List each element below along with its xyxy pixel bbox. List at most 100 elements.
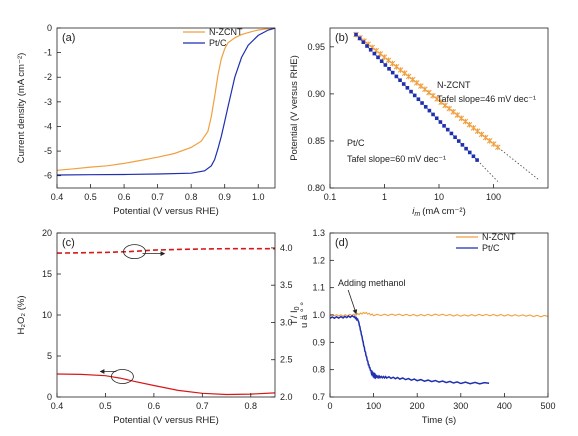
panel-d-x-ticks: 0 100 200 300 400 500 <box>327 393 556 411</box>
y-tick-label: 1.0 <box>312 310 325 320</box>
x-tick-label: 400 <box>497 401 512 411</box>
series-line-ptc <box>56 27 276 176</box>
panel-c-frame <box>56 232 276 398</box>
data-point-nzcnt <box>397 67 404 73</box>
data-point-nzcnt <box>413 80 420 86</box>
y-tick-label: 0.90 <box>307 89 325 99</box>
indicator-ellipse-right-axis <box>123 244 146 260</box>
data-point-ptc <box>398 78 402 83</box>
panel-c-y-axis-label: H₂O₂ (%) <box>16 295 27 334</box>
data-point-ptc <box>445 127 450 132</box>
data-point-ptc <box>401 82 406 86</box>
data-point-nzcnt <box>466 121 473 128</box>
panel-a-legend-label-nzcnt: N-ZCNT <box>209 27 243 37</box>
data-point-ptc <box>379 59 384 64</box>
panel-a-legend-label-ptc: Pt/C <box>209 38 227 48</box>
data-point-ptc <box>456 139 461 143</box>
right-y-tick-label: 2.5 <box>280 355 293 365</box>
x-tick-label: 0.6 <box>118 192 131 202</box>
panel-b: 0.1 1 10 100 0.80 0.85 0.90 0.95 (b) im (mA cm⁻… <box>289 27 549 218</box>
panel-a-legend: N-ZCNT Pt/C <box>183 27 243 48</box>
panel-c-right-y-ticks: 2.0 2.5 3.0 3.5 4.0 <box>271 243 293 402</box>
data-point-nzcnt <box>438 99 444 105</box>
data-point-nzcnt <box>478 131 485 138</box>
x-tick-label: 0.4 <box>51 192 64 202</box>
data-point-nzcnt <box>482 134 489 141</box>
x-tick-label: 1 <box>382 192 387 202</box>
y-tick-label: 5 <box>47 351 52 361</box>
data-point-nzcnt <box>389 60 396 67</box>
y-tick-label: -3 <box>44 97 52 107</box>
data-point-nzcnt <box>381 54 388 60</box>
panel-b-x-ticks: 0.1 1 10 100 <box>324 184 501 202</box>
series-line-n <box>56 247 275 254</box>
panel-b-x-axis-label-main: i <box>412 206 415 217</box>
panel-c: 0.4 0.5 0.6 0.7 0.8 0 5 10 15 20 2.0 2.5 3.0 3.5 4.0… <box>16 228 310 426</box>
data-point-ptc <box>449 131 454 136</box>
data-point-nzcnt <box>401 70 408 77</box>
x-tick-label: 0.9 <box>218 192 231 202</box>
panel-a-y-ticks: 0 -1 -2 -3 -4 -5 -6 <box>44 23 61 181</box>
x-tick-label: 0.7 <box>196 401 209 411</box>
right-y-tick-label: 4.0 <box>280 243 293 253</box>
data-point-nzcnt <box>446 105 452 112</box>
data-point-ptc <box>464 146 468 151</box>
panel-a-x-ticks: 0.4 0.5 0.6 0.7 0.8 0.9 1.0 <box>51 184 265 202</box>
panel-d-series <box>329 311 549 385</box>
data-point-nzcnt <box>393 63 400 70</box>
panel-d-legend: N-ZCNT Pt/C <box>456 232 516 253</box>
panel-a-label: (a) <box>62 32 75 44</box>
data-point-ptc <box>357 36 362 41</box>
y-tick-label: 10 <box>42 310 52 320</box>
data-point-nzcnt <box>442 102 448 109</box>
x-tick-label: 0.4 <box>51 401 64 411</box>
x-tick-label: 0 <box>327 401 332 411</box>
series-line-h2o2 <box>56 373 276 396</box>
panel-b-annotation-ptc-slope: Tafel slope=60 mV dec⁻¹ <box>347 154 446 164</box>
y-tick-label: -2 <box>44 72 52 82</box>
data-point-nzcnt <box>385 57 392 64</box>
data-point-nzcnt <box>462 118 469 125</box>
x-tick-label: 0.8 <box>245 401 258 411</box>
panel-d-label: (d) <box>335 237 348 249</box>
y-tick-label: 0.80 <box>307 183 325 193</box>
data-point-nzcnt <box>422 86 428 93</box>
data-point-ptc <box>475 158 479 162</box>
data-point-ptc <box>405 86 410 90</box>
data-point-ptc <box>434 116 439 121</box>
data-point-ptc <box>416 97 421 102</box>
panel-d-y-axis-label: I / I0 <box>289 306 301 323</box>
data-point-nzcnt <box>418 83 424 89</box>
x-tick-label: 200 <box>410 401 425 411</box>
panel-b-frame <box>329 27 549 189</box>
data-point-ptc <box>376 55 380 60</box>
panel-a-y-axis-label: Current density (mA cm⁻²) <box>16 53 27 164</box>
x-tick-label: 300 <box>453 401 468 411</box>
panel-d-y-axis-label-sub: 0 <box>294 306 301 310</box>
x-tick-label: 500 <box>540 401 555 411</box>
data-point-ptc <box>423 105 428 109</box>
y-tick-label: 0.7 <box>312 392 325 402</box>
y-tick-label: 0.95 <box>307 42 325 52</box>
data-point-ptc <box>442 124 446 128</box>
panel-c-series <box>56 247 276 396</box>
x-tick-label: 1.0 <box>252 192 265 202</box>
y-tick-label: -4 <box>44 121 52 131</box>
data-point-nzcnt <box>495 144 501 151</box>
data-point-ptc <box>368 47 373 52</box>
panel-b-series <box>353 31 540 182</box>
y-tick-label: 0 <box>47 392 52 402</box>
y-tick-label: -1 <box>44 48 52 58</box>
data-point-ptc <box>438 120 443 124</box>
panel-d: 0 100 200 300 400 500 0.7 0.8 0.9 1.0 1.1 1.2 1.3 (… <box>289 228 556 426</box>
data-point-nzcnt <box>409 76 416 83</box>
data-point-ptc <box>453 135 457 140</box>
panel-d-legend-label-ptc: Pt/C <box>482 243 500 253</box>
panel-c-label: (c) <box>62 237 75 249</box>
data-point-ptc <box>383 63 388 67</box>
data-point-nzcnt <box>470 125 477 131</box>
data-point-nzcnt <box>405 73 412 80</box>
panel-c-axis-indicators <box>99 244 166 384</box>
y-tick-label: 1.3 <box>312 228 325 238</box>
